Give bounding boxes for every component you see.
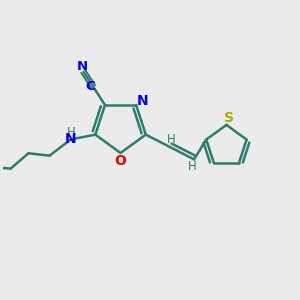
Text: N: N xyxy=(76,60,88,73)
Text: N: N xyxy=(65,132,76,146)
Text: H: H xyxy=(66,126,75,139)
Text: S: S xyxy=(224,111,234,124)
Text: O: O xyxy=(115,154,127,168)
Text: H: H xyxy=(167,133,176,146)
Text: C: C xyxy=(86,80,95,93)
Text: H: H xyxy=(188,160,197,173)
Text: N: N xyxy=(137,94,148,109)
